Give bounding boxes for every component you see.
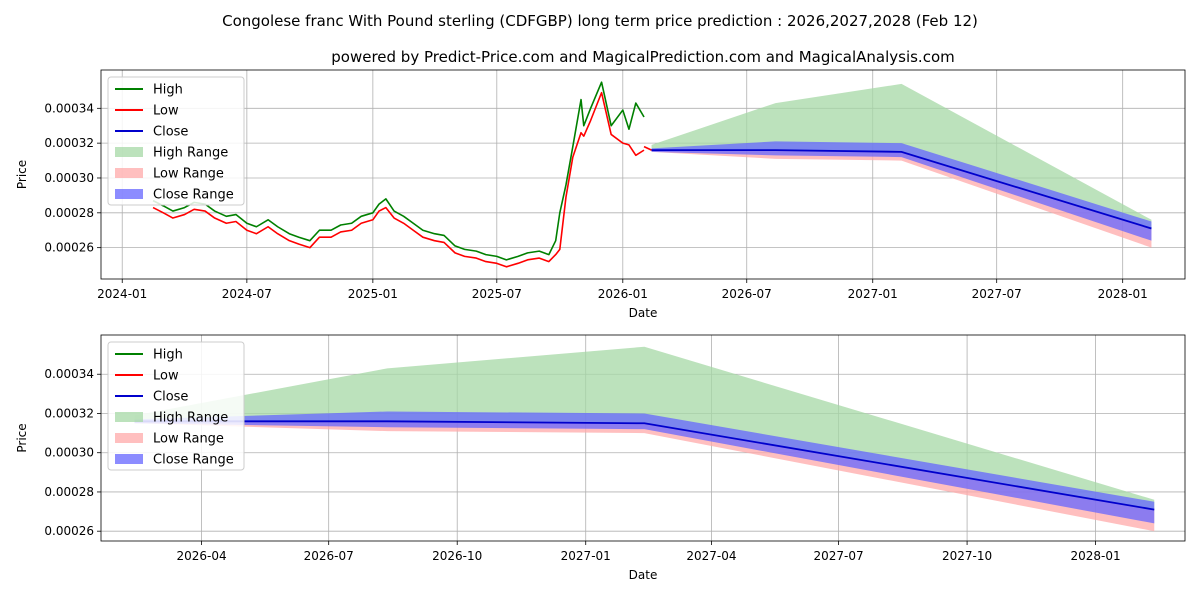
x-tick-label: 2027-10 (942, 549, 992, 563)
x-tick-label: 2027-07 (813, 549, 863, 563)
x-tick-label: 2026-07 (722, 287, 772, 301)
high-range-band (134, 346, 1155, 510)
legend-swatch-patch (115, 412, 143, 422)
legend-label: High Range (153, 411, 228, 426)
legend-swatch-patch (115, 454, 143, 464)
x-tick-label: 2027-01 (561, 549, 611, 563)
low-series-line (152, 91, 645, 268)
top-chart-panel: 2024-01 2024-07 2025-01 2025-07 2026-01 2026-… (15, 69, 1186, 320)
y-tick-label: 0.00034 (44, 101, 94, 115)
x-tick-label: 2028-01 (1071, 549, 1121, 563)
legend-label: High (153, 348, 183, 363)
close-series-line (651, 149, 1152, 230)
low-series-line (643, 145, 652, 151)
legend-label: Low (153, 104, 179, 119)
x-tick-label: 2025-07 (472, 287, 522, 301)
legend-label: Close Range (153, 188, 234, 203)
bottom-chart-panel: 2026-04 2026-07 2026-10 2027-01 2027-04 2027-… (15, 334, 1186, 582)
x-tick-label: 2026-07 (304, 549, 354, 563)
y-tick-label: 0.00028 (44, 485, 94, 499)
plot-frame (100, 69, 1186, 280)
legend-swatch-patch (115, 147, 143, 157)
x-tick-label: 2028-01 (1098, 287, 1148, 301)
legend-label: Close Range (153, 453, 234, 468)
y-tick-label: 0.00026 (44, 241, 94, 255)
x-tick-label: 2027-04 (686, 549, 736, 563)
high-range-band (651, 83, 1152, 229)
y-tick-label: 0.00032 (44, 136, 94, 150)
x-tick-label: 2026-04 (177, 549, 227, 563)
x-axis-label: Date (629, 306, 658, 320)
legend-label: Low Range (153, 432, 224, 447)
y-tick-label: 0.00026 (44, 524, 94, 538)
y-axis-label: Price (15, 423, 29, 452)
chart-title: Congolese franc With Pound sterling (CDF… (222, 12, 978, 30)
y-tick-label: 0.00032 (44, 406, 94, 420)
y-axis-label: Price (15, 160, 29, 189)
high-series-line (152, 81, 645, 261)
x-tick-label: 2027-07 (972, 287, 1022, 301)
legend-label: Close (153, 390, 188, 405)
chart-subtitle: powered by Predict-Price.com and Magical… (331, 48, 955, 66)
legend-label: High (153, 83, 183, 98)
legend-swatch-patch (115, 189, 143, 199)
x-tick-label: 2024-07 (222, 287, 272, 301)
close-range-band (651, 141, 1152, 241)
y-tick-label: 0.00030 (44, 446, 94, 460)
x-tick-label: 2027-01 (848, 287, 898, 301)
close-series-line (134, 420, 1155, 511)
x-tick-label: 2024-01 (97, 287, 147, 301)
x-axis-label: Date (629, 568, 658, 582)
y-tick-label: 0.00030 (44, 171, 94, 185)
x-tick-label: 2026-10 (432, 549, 482, 563)
y-tick-label: 0.00028 (44, 206, 94, 220)
x-tick-label: 2025-01 (348, 287, 398, 301)
legend-swatch-patch (115, 168, 143, 178)
legend-swatch-patch (115, 433, 143, 443)
legend-label: High Range (153, 146, 228, 161)
plot-frame (100, 334, 1186, 542)
legend-label: Low Range (153, 167, 224, 182)
y-tick-label: 0.00034 (44, 367, 94, 381)
legend-label: Close (153, 125, 188, 140)
x-tick-label: 2026-01 (598, 287, 648, 301)
legend-label: Low (153, 369, 179, 384)
